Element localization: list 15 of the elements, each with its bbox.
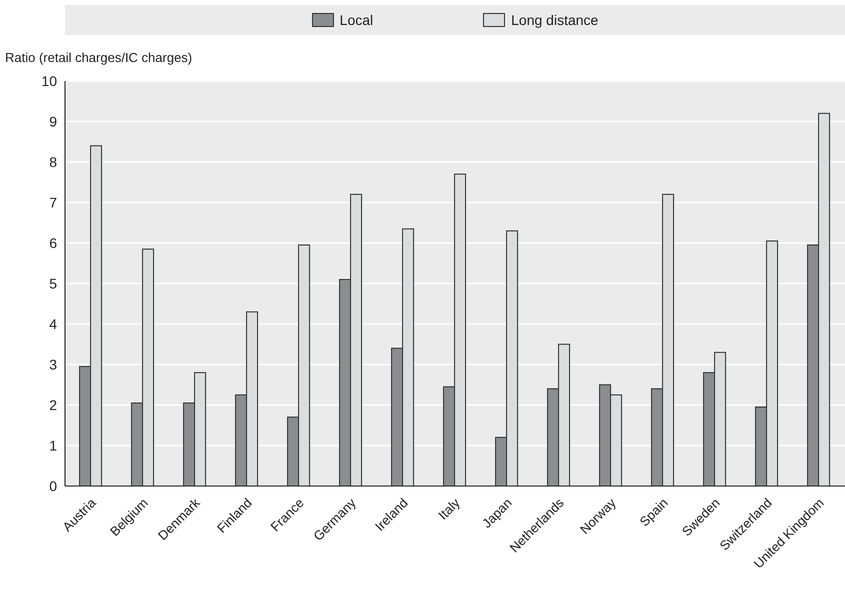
y-tick-label: 8 — [49, 154, 58, 170]
y-tick-label: 3 — [49, 356, 58, 372]
y-tick-label: 2 — [49, 396, 58, 413]
y-tick-label: 1 — [49, 437, 58, 454]
y-tick-label: 6 — [49, 234, 58, 251]
y-axis-title: Ratio (retail charges/IC charges) — [5, 50, 192, 65]
y-tick-label: 4 — [49, 316, 58, 332]
x-tick-label: Italy — [435, 494, 464, 523]
y-tick-label: 10 — [41, 72, 58, 89]
y-tick-label: 7 — [49, 194, 58, 210]
legend-label: Local — [340, 12, 374, 28]
y-tick-label: 5 — [49, 275, 58, 292]
legend-label: Long distance — [511, 12, 598, 28]
y-tick-label: 9 — [49, 113, 58, 130]
y-tick-label: 0 — [49, 478, 58, 494]
